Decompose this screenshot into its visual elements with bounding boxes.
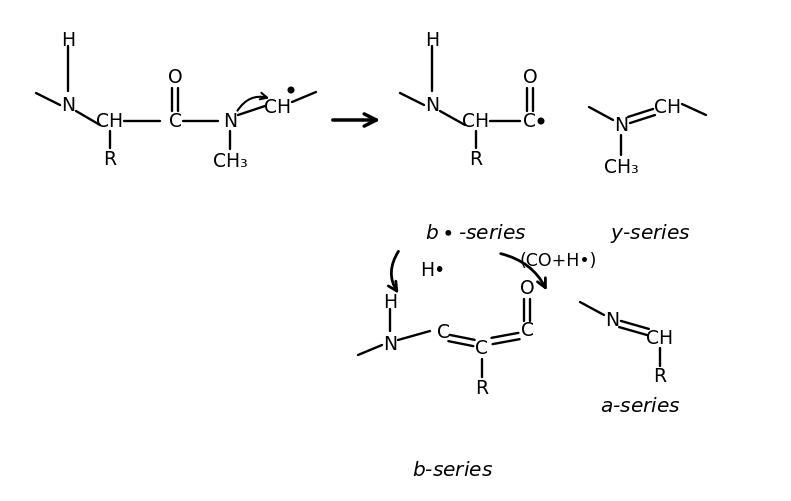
Text: $b\bullet$-series: $b\bullet$-series xyxy=(426,223,527,242)
Text: CH: CH xyxy=(646,329,674,348)
Text: N: N xyxy=(614,116,628,134)
Text: C: C xyxy=(168,112,181,130)
Text: N: N xyxy=(605,311,619,330)
Text: (CO+H•): (CO+H•) xyxy=(520,252,596,270)
Text: R: R xyxy=(104,149,116,168)
Text: CH₃: CH₃ xyxy=(604,157,638,176)
Text: H: H xyxy=(61,31,75,50)
Text: N: N xyxy=(61,96,75,115)
Circle shape xyxy=(288,87,293,93)
Text: CH: CH xyxy=(654,98,682,117)
Text: H: H xyxy=(383,294,397,313)
Text: $b$-series: $b$-series xyxy=(412,461,494,480)
Text: R: R xyxy=(469,149,483,168)
Text: CH: CH xyxy=(97,112,123,130)
Text: CH₃: CH₃ xyxy=(213,151,248,170)
Text: N: N xyxy=(425,96,439,115)
Text: C: C xyxy=(475,340,489,359)
Text: H•: H• xyxy=(420,262,445,281)
Text: H: H xyxy=(425,31,439,50)
Text: R: R xyxy=(475,378,489,397)
Text: $y$-series: $y$-series xyxy=(610,221,691,244)
Text: CH: CH xyxy=(264,98,292,117)
Text: N: N xyxy=(223,112,237,130)
Text: R: R xyxy=(653,368,667,386)
Text: O: O xyxy=(520,279,534,298)
Text: O: O xyxy=(168,68,182,87)
Text: CH: CH xyxy=(463,112,490,130)
Text: C: C xyxy=(437,323,449,342)
Text: N: N xyxy=(383,336,397,355)
Text: O: O xyxy=(523,68,537,87)
Circle shape xyxy=(538,118,543,124)
Text: C: C xyxy=(520,322,533,341)
Text: C: C xyxy=(524,112,536,130)
Text: $a$-series: $a$-series xyxy=(600,396,680,415)
